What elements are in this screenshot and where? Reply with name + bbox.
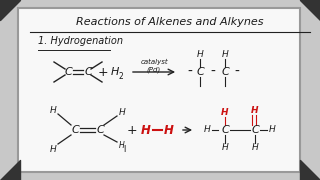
Text: C: C: [221, 125, 229, 135]
Text: H: H: [252, 143, 258, 152]
Text: -: -: [235, 65, 239, 79]
Text: +: +: [127, 123, 137, 136]
Text: H: H: [222, 50, 228, 59]
Text: 2: 2: [119, 71, 124, 80]
Text: -: -: [211, 65, 215, 79]
Text: Reactions of Alkenes and Alkynes: Reactions of Alkenes and Alkynes: [76, 17, 264, 27]
Text: C: C: [221, 67, 229, 77]
Text: (Pd): (Pd): [147, 67, 161, 73]
Text: H: H: [50, 105, 56, 114]
Text: C: C: [96, 125, 104, 135]
Text: catalyst: catalyst: [140, 59, 168, 65]
Text: H: H: [119, 141, 125, 150]
Text: H: H: [164, 123, 174, 136]
Text: H: H: [268, 125, 276, 134]
Text: C: C: [84, 67, 92, 77]
Text: 1. Hydrogenation: 1. Hydrogenation: [38, 36, 123, 46]
Text: H: H: [204, 125, 210, 134]
Text: C: C: [196, 67, 204, 77]
Text: -: -: [188, 65, 192, 79]
Text: H: H: [222, 143, 228, 152]
Text: H: H: [221, 107, 229, 116]
Text: C: C: [251, 125, 259, 135]
Text: H: H: [251, 105, 259, 114]
Text: +: +: [98, 66, 108, 78]
Text: l: l: [123, 145, 125, 154]
FancyBboxPatch shape: [18, 8, 300, 172]
Text: H: H: [196, 50, 204, 59]
Text: H: H: [119, 107, 125, 116]
Text: C: C: [71, 125, 79, 135]
Text: H: H: [50, 145, 56, 154]
Text: H: H: [141, 123, 151, 136]
Text: H: H: [111, 67, 119, 77]
Text: C: C: [64, 67, 72, 77]
